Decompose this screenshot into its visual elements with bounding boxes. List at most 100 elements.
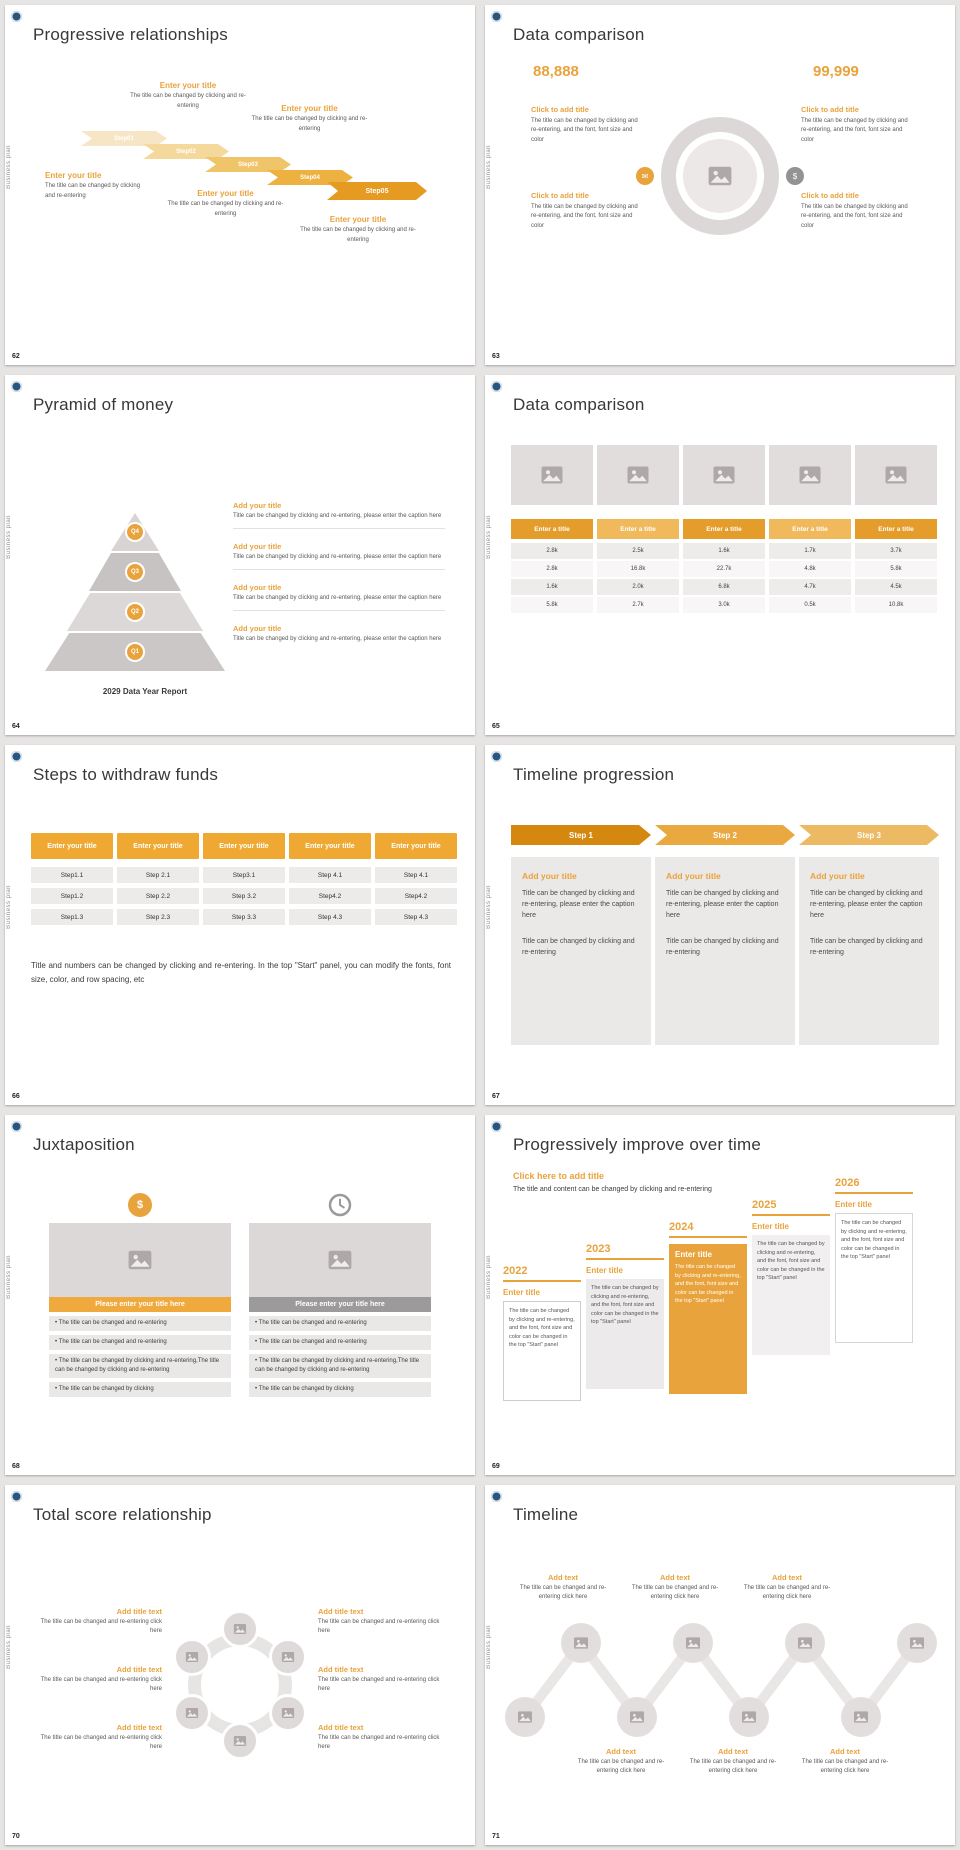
image-placeholder-icon [798, 1637, 812, 1649]
text-block: Add title text The title can be changed a… [27, 1607, 162, 1636]
slide-71[interactable]: Business plan Timeline Add text The title… [485, 1485, 955, 1845]
table-row: 2.8k 2.5k 1.6k 1.7k 3.7k [511, 543, 937, 559]
table-header-cell: Enter your title [117, 833, 199, 859]
text-block: Add your title Title can be changed by cl… [233, 501, 445, 530]
bullet-item: The title can be changed by clicking and… [249, 1354, 431, 1378]
block-title: Add title text [116, 1723, 162, 1732]
text-block: Enter your title The title can be changed… [247, 104, 372, 134]
block-caption: The title can be changed by clicking and… [167, 201, 284, 217]
brand-logo-icon [491, 751, 502, 762]
table-cell: 0.5k [769, 597, 851, 613]
table-header-cell: Enter a title [597, 519, 679, 539]
image-placeholder [683, 445, 765, 505]
comparison-card: $ Please enter your title here The title… [49, 1193, 231, 1397]
text-block: Enter your title The title can be changed… [123, 81, 253, 111]
panel-title: Add your title [666, 871, 721, 881]
block-caption: The title can be changed by clicking and… [300, 227, 416, 243]
slide-70[interactable]: Business plan Total score relationship A… [5, 1485, 475, 1845]
page-number: 69 [492, 1463, 500, 1470]
block-title: Add text [606, 1747, 636, 1756]
image-placeholder-icon [742, 1711, 756, 1723]
slide-68[interactable]: Business plan Juxtaposition $ Please ent… [5, 1115, 475, 1475]
year-caption: The title can be changed by clicking and… [752, 1235, 830, 1355]
table-header-cell: Enter your title [375, 833, 457, 859]
image-placeholder-icon [708, 166, 732, 186]
table-row: 1.6k 2.0k 6.8k 4.7k 4.5k [511, 579, 937, 595]
progress-step-arrow: Step03 [205, 157, 291, 172]
image-placeholder-icon [541, 466, 563, 484]
page-number: 68 [12, 1463, 20, 1470]
image-placeholder-icon [233, 1624, 247, 1634]
panel-caption: Title can be changed by clicking and re-… [522, 890, 635, 920]
image-placeholder-icon [574, 1637, 588, 1649]
slide-64[interactable]: Business plan Pyramid of money Q4 Q3 Q2 … [5, 375, 475, 735]
pyramid-badge: Q3 [127, 564, 143, 580]
table-cell: Step 2.2 [117, 888, 199, 904]
text-block: Enter your title The title can be changed… [163, 189, 288, 219]
table-row: 2.8k 16.8k 22.7k 4.8k 5.8k [511, 561, 937, 577]
image-placeholder [897, 1623, 937, 1663]
text-block: Add your title Title can be changed by cl… [233, 542, 445, 571]
step-panel: Add your title Title can be changed by cl… [655, 857, 795, 1045]
image-placeholder-icon [328, 1250, 352, 1270]
slide-62[interactable]: Business plan Progressive relationships … [5, 5, 475, 365]
image-placeholder-icon [185, 1708, 199, 1718]
table-cell: Step1.1 [31, 867, 113, 883]
brand-logo-icon [491, 11, 502, 22]
image-placeholder [269, 1694, 307, 1732]
panel-caption: Title can be changed by clicking and re-… [810, 890, 923, 920]
table-cell: Step 4.1 [289, 867, 371, 883]
brand-logo-icon [11, 1491, 22, 1502]
slide-67[interactable]: Business plan Timeline progression Step … [485, 745, 955, 1105]
slide-65[interactable]: Business plan Data comparison Enter a ti… [485, 375, 955, 735]
text-block: Add text The title can be changed and re-… [683, 1747, 783, 1776]
table-cell: 3.7k [855, 543, 937, 559]
progress-step-arrow: Step05 [327, 182, 427, 200]
table-cell: Step4.2 [289, 888, 371, 904]
clock-icon [328, 1193, 352, 1217]
block-caption: The title can be changed and re-entering… [519, 1585, 607, 1600]
slide-66[interactable]: Business plan Steps to withdraw funds En… [5, 745, 475, 1105]
text-block: Add text The title can be changed and re-… [513, 1573, 613, 1602]
slide-title: Data comparison [513, 25, 645, 44]
coin-icon: $ [128, 1193, 152, 1217]
image-placeholder-icon [185, 1652, 199, 1662]
block-title: Click to add title [801, 191, 859, 200]
table-cell: 2.8k [511, 543, 593, 559]
image-placeholder [673, 1623, 713, 1663]
block-title: Add text [718, 1747, 748, 1756]
text-block: Add text The title can be changed and re-… [571, 1747, 671, 1776]
image-placeholder [221, 1610, 259, 1648]
page-number: 66 [12, 1093, 20, 1100]
table-cell: Step 4.1 [375, 867, 457, 883]
block-caption: The title can be changed and re-entering… [577, 1759, 665, 1774]
step-panel: Add your title Title can be changed by cl… [799, 857, 939, 1045]
image-placeholder [841, 1697, 881, 1737]
slide-69[interactable]: Business plan Progressively improve over… [485, 1115, 955, 1475]
page-number: 67 [492, 1093, 500, 1100]
image-placeholder [683, 139, 757, 213]
table-cell: 4.5k [855, 579, 937, 595]
block-title: Add text [660, 1573, 690, 1582]
table-header-cell: Enter your title [289, 833, 371, 859]
block-caption: The title can be changed and re-entering… [743, 1585, 831, 1600]
grid-cell: Business plan Pyramid of money Q4 Q3 Q2 … [0, 370, 480, 740]
panel-caption: Title can be changed by clicking and re-… [666, 890, 779, 920]
table-cell: 22.7k [683, 561, 765, 577]
slide-63[interactable]: Business plan Data comparison 88,888 99,… [485, 5, 955, 365]
table-cell: Step 4.3 [289, 909, 371, 925]
text-block: Add title text The title can be changed a… [318, 1665, 453, 1694]
grid-cell: Business plan Data comparison 88,888 99,… [480, 0, 960, 370]
block-caption: The title can be changed by clicking and… [531, 204, 638, 229]
page-number: 65 [492, 723, 500, 730]
text-block: Click to add title The title can be chang… [531, 191, 641, 231]
block-title: Add title text [116, 1665, 162, 1674]
table-cell: Step 4.3 [375, 909, 457, 925]
block-caption: The title can be changed and re-entering… [801, 1759, 889, 1774]
slide-title: Total score relationship [33, 1505, 212, 1524]
block-title: Add text [772, 1573, 802, 1582]
year-column: 2023 Enter title The title can be change… [586, 1243, 664, 1389]
block-title: Add your title [233, 501, 282, 510]
footer-caption: 2029 Data Year Report [102, 687, 188, 696]
block-title: Enter your title [197, 189, 254, 198]
